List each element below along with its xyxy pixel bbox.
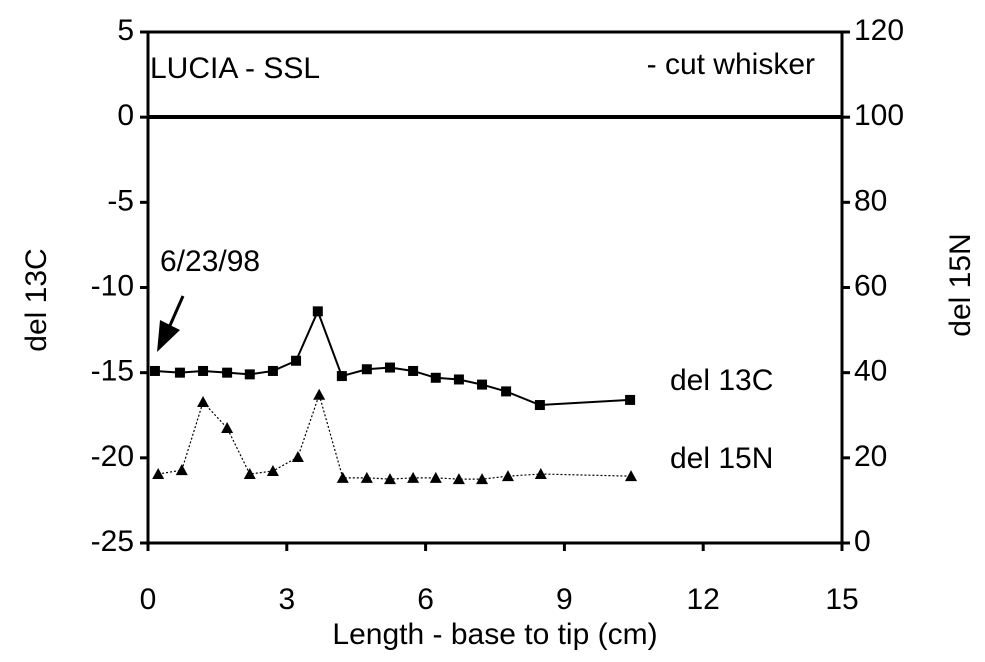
y2-tick-label: 80	[854, 184, 887, 217]
y2-axis-label: del 15N	[944, 233, 977, 336]
y-tick-label: -5	[107, 184, 134, 217]
chart-title: LUCIA - SSL	[150, 52, 320, 85]
marker	[266, 465, 279, 477]
marker	[383, 473, 396, 485]
marker	[534, 468, 547, 480]
chart-subtitle: - cut whisker	[647, 48, 815, 81]
x-tick-label: 12	[687, 583, 720, 616]
arrow-head	[157, 320, 180, 352]
y-tick-label: -20	[91, 440, 134, 473]
marker	[244, 369, 255, 380]
y2-tick-label: 0	[854, 525, 871, 558]
marker	[452, 473, 465, 485]
marker	[476, 473, 489, 485]
arrow-shaft	[166, 295, 185, 331]
x-tick-label: 0	[140, 583, 157, 616]
marker	[534, 400, 545, 411]
marker	[360, 471, 373, 483]
y2-tick-label: 100	[854, 99, 904, 132]
marker	[625, 470, 638, 482]
marker	[336, 371, 347, 382]
marker	[267, 365, 278, 376]
y-tick-label: -15	[91, 355, 134, 388]
x-tick-label: 6	[417, 583, 434, 616]
marker	[407, 471, 420, 483]
marker	[149, 365, 160, 376]
y-tick-label: -25	[91, 525, 134, 558]
series-line	[158, 392, 632, 480]
marker	[291, 355, 302, 366]
x-tick-label: 15	[825, 583, 858, 616]
y2-tick-label: 120	[854, 14, 904, 47]
x-tick-label: 3	[278, 583, 295, 616]
marker	[152, 468, 165, 480]
marker	[384, 362, 395, 373]
marker	[408, 365, 419, 376]
marker	[501, 386, 512, 397]
series-label: del 15N	[670, 442, 773, 475]
marker	[336, 471, 349, 483]
x-axis-label: Length - base to tip (cm)	[332, 618, 657, 651]
marker	[361, 364, 372, 375]
marker	[430, 372, 441, 383]
y2-tick-label: 40	[854, 355, 887, 388]
y-tick-label: -10	[91, 269, 134, 302]
y-tick-label: 5	[117, 14, 134, 47]
marker	[175, 464, 188, 476]
marker	[222, 367, 233, 378]
marker	[312, 306, 323, 317]
marker	[313, 388, 326, 400]
marker	[429, 471, 442, 483]
marker	[198, 365, 209, 376]
marker	[477, 379, 488, 390]
y2-tick-label: 60	[854, 269, 887, 302]
marker	[453, 374, 464, 385]
y2-tick-label: 20	[854, 440, 887, 473]
marker	[625, 394, 636, 405]
marker	[243, 468, 256, 480]
marker	[174, 367, 185, 378]
series-label: del 13C	[670, 364, 773, 397]
marker	[197, 396, 210, 408]
x-tick-label: 9	[556, 583, 573, 616]
annotation: 6/23/98	[160, 245, 260, 278]
marker	[221, 422, 234, 434]
marker	[501, 470, 514, 482]
series-line	[154, 308, 631, 407]
y-tick-label: 0	[117, 99, 134, 132]
marker	[291, 450, 304, 462]
y-axis-label: del 13C	[20, 248, 53, 351]
